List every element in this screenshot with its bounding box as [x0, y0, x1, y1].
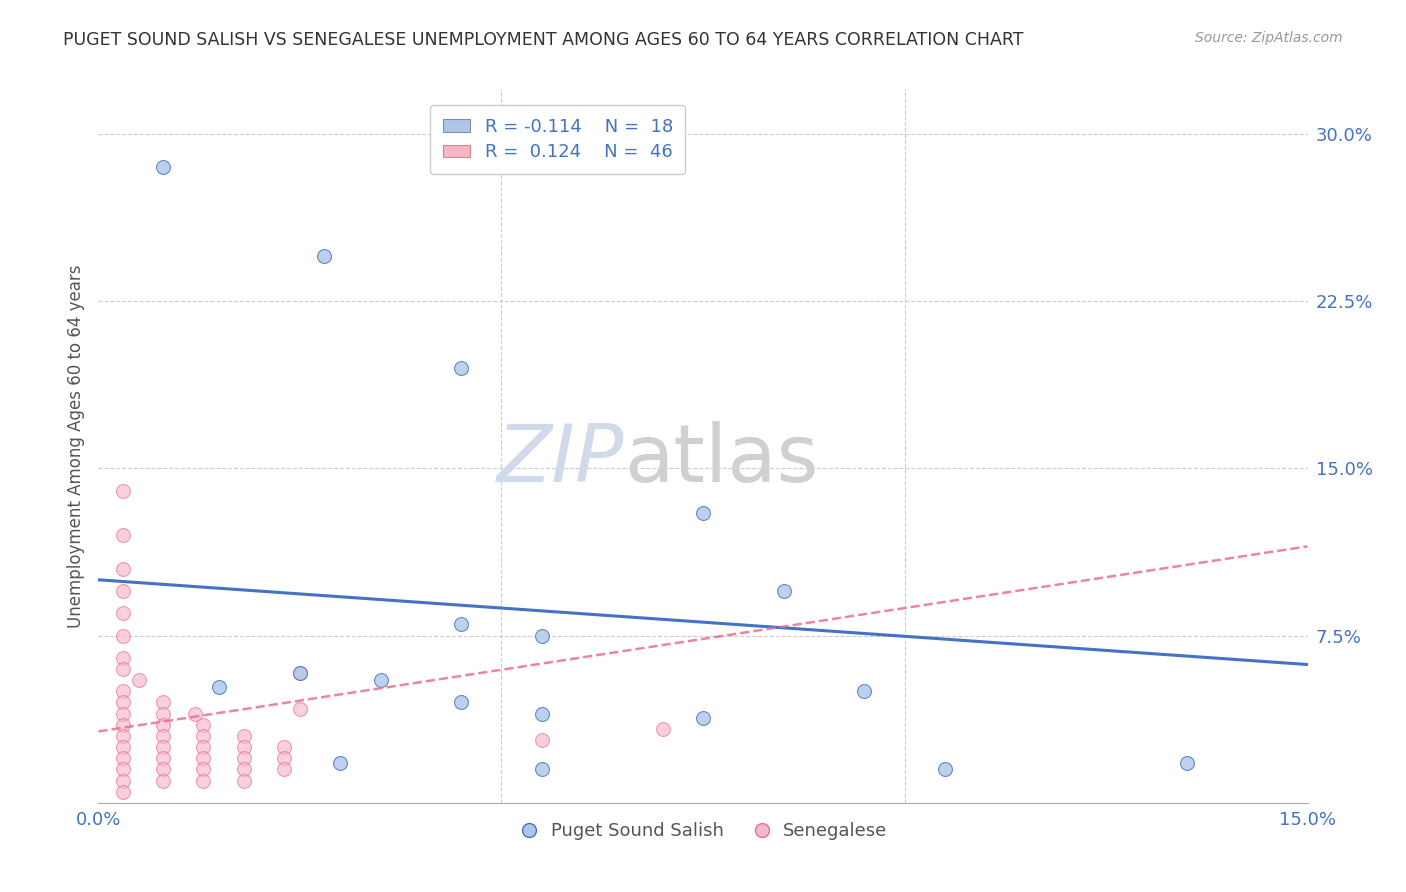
Point [1175, 756, 1198, 770]
Point [152, 706, 174, 721]
Point [273, 762, 295, 776]
Point [111, 651, 134, 665]
Point [111, 740, 134, 755]
Point [111, 628, 134, 642]
Text: Source: ZipAtlas.com: Source: ZipAtlas.com [1195, 31, 1343, 45]
Y-axis label: Unemployment Among Ages 60 to 64 years: Unemployment Among Ages 60 to 64 years [66, 264, 84, 628]
Point [288, 666, 311, 681]
Point [111, 583, 134, 598]
Point [450, 696, 472, 710]
Point [370, 673, 392, 687]
Point [288, 702, 311, 716]
Point [273, 740, 295, 755]
Point [530, 733, 553, 747]
Point [111, 762, 134, 776]
Point [111, 785, 134, 799]
Point [232, 773, 254, 788]
Point [111, 607, 134, 621]
Text: atlas: atlas [624, 421, 818, 500]
Point [530, 706, 553, 721]
Point [193, 717, 215, 731]
Point [128, 673, 150, 687]
Text: ZIP: ZIP [498, 421, 624, 500]
Point [232, 729, 254, 743]
Point [111, 717, 134, 731]
Point [152, 717, 174, 731]
Point [152, 161, 174, 175]
Point [193, 762, 215, 776]
Text: PUGET SOUND SALISH VS SENEGALESE UNEMPLOYMENT AMONG AGES 60 TO 64 YEARS CORRELAT: PUGET SOUND SALISH VS SENEGALESE UNEMPLO… [63, 31, 1024, 49]
Point [329, 756, 352, 770]
Point [111, 528, 134, 542]
Point [152, 740, 174, 755]
Point [772, 583, 794, 598]
Point [692, 711, 714, 725]
Point [111, 696, 134, 710]
Point [111, 706, 134, 721]
Point [111, 662, 134, 676]
Point [111, 562, 134, 576]
Point [193, 740, 215, 755]
Point [692, 506, 714, 520]
Point [450, 617, 472, 632]
Point [111, 773, 134, 788]
Point [152, 773, 174, 788]
Point [111, 483, 134, 498]
Point [184, 706, 207, 721]
Point [853, 684, 876, 698]
Point [934, 762, 956, 776]
Point [232, 762, 254, 776]
Point [530, 762, 553, 776]
Point [193, 729, 215, 743]
Point [152, 696, 174, 710]
Legend: Puget Sound Salish, Senegalese: Puget Sound Salish, Senegalese [512, 815, 894, 847]
Point [111, 684, 134, 698]
Point [288, 666, 311, 681]
Point [651, 723, 673, 737]
Point [152, 729, 174, 743]
Point [232, 740, 254, 755]
Point [111, 729, 134, 743]
Point [273, 751, 295, 765]
Point [193, 751, 215, 765]
Point [530, 628, 553, 642]
Point [208, 680, 231, 694]
Point [152, 762, 174, 776]
Point [450, 360, 472, 375]
Point [314, 249, 336, 264]
Point [193, 773, 215, 788]
Point [111, 751, 134, 765]
Point [152, 751, 174, 765]
Point [232, 751, 254, 765]
